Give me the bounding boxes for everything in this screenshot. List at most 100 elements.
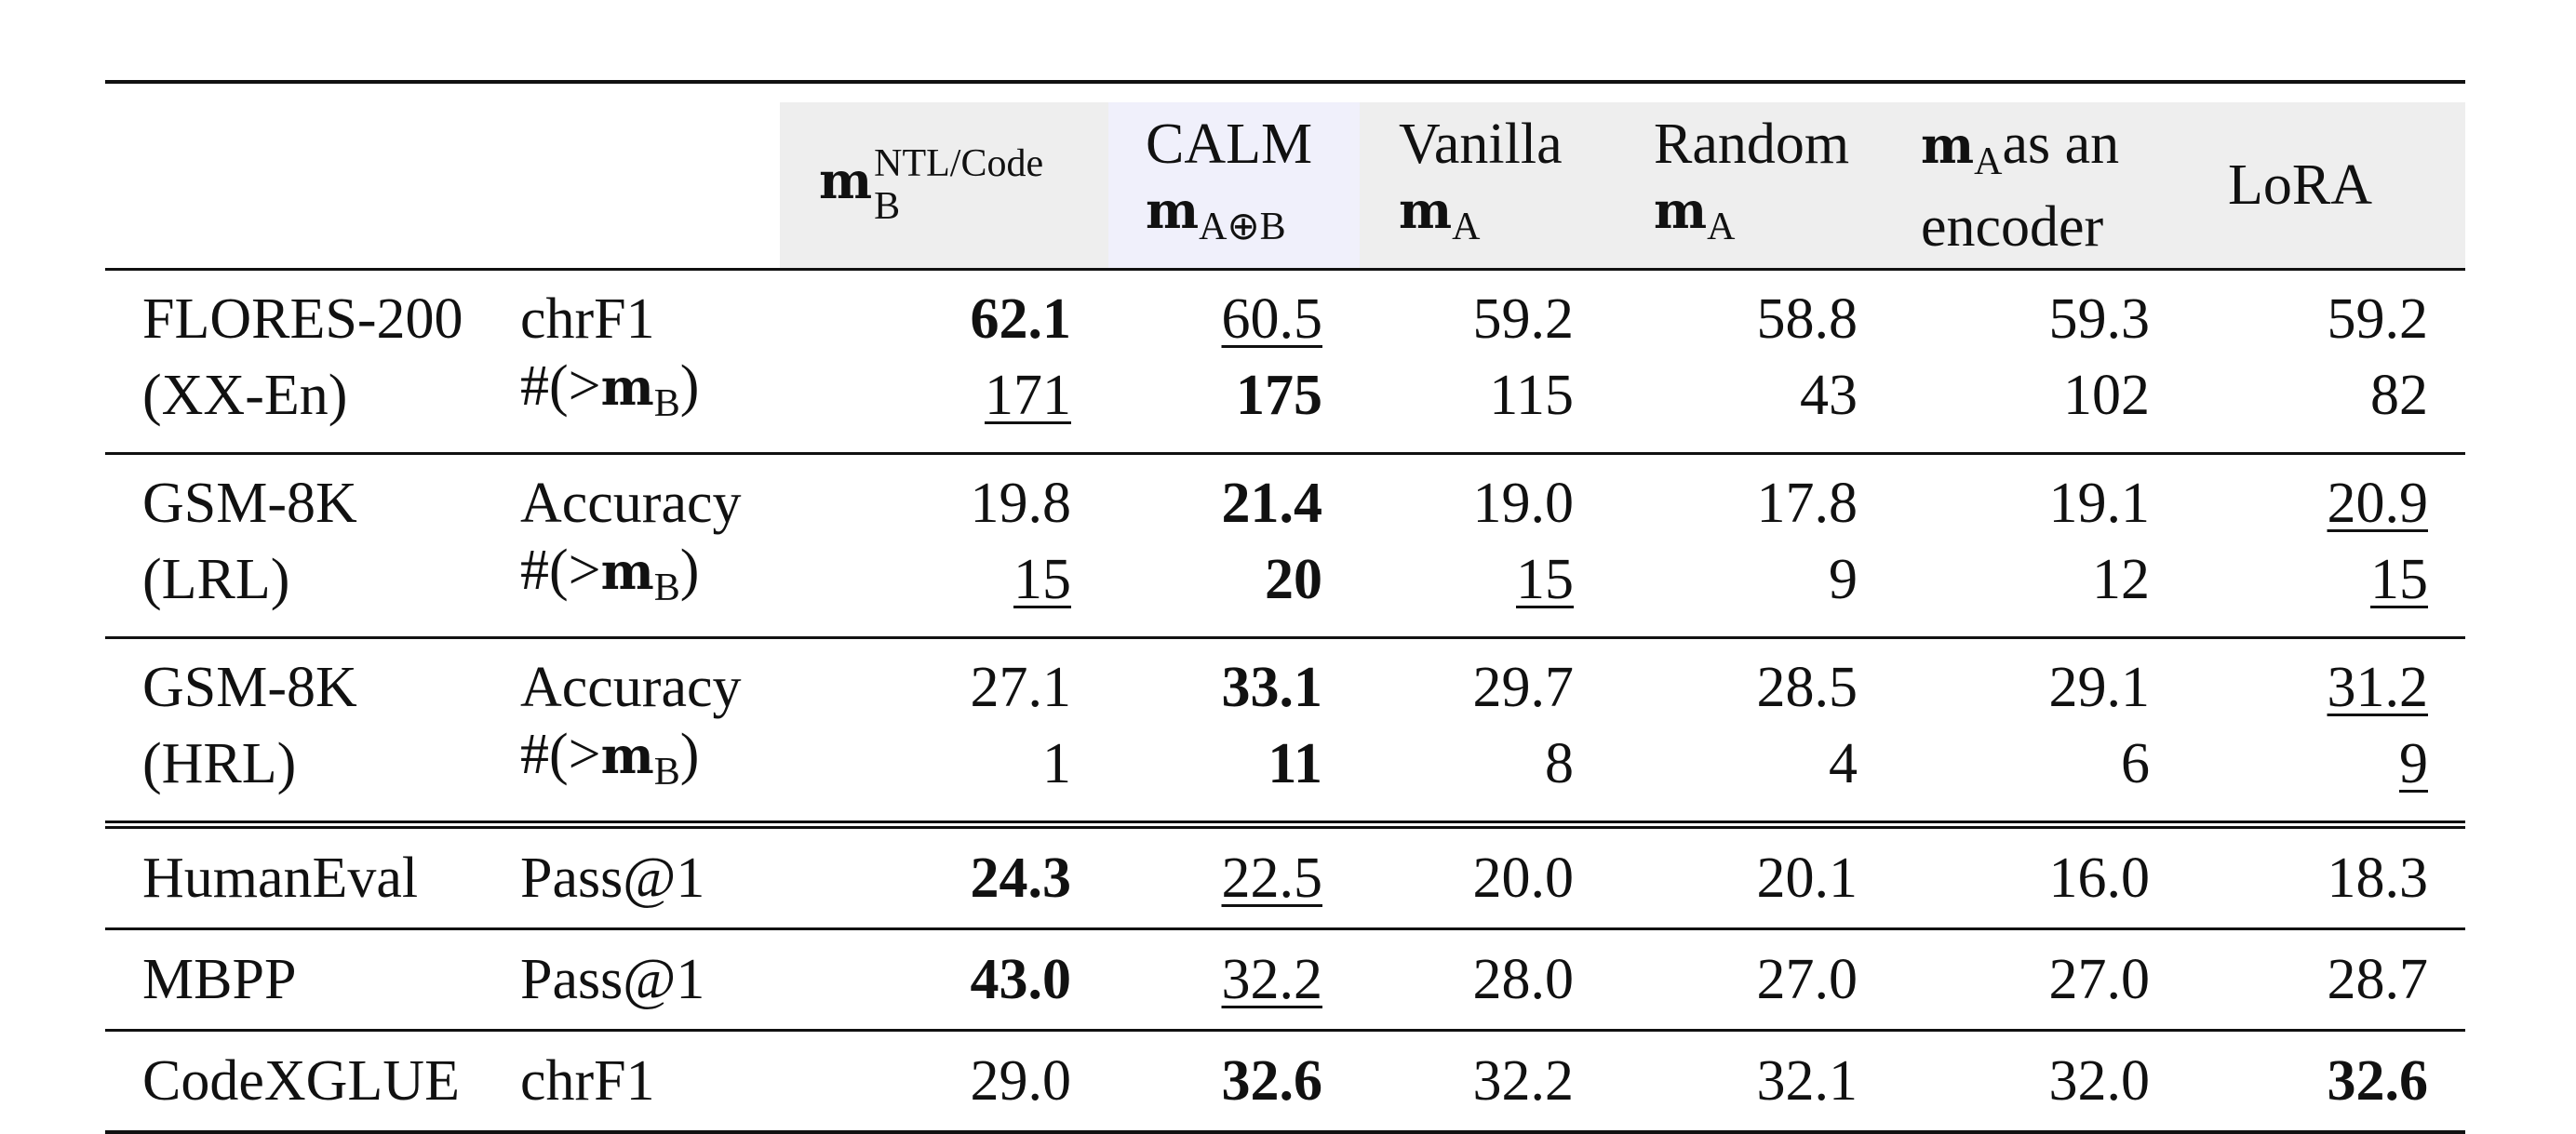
value-encoder: 59.3 <box>2048 287 2151 351</box>
metric-name: Pass@1 <box>520 847 705 910</box>
header-top-gap <box>105 82 2465 102</box>
metric-name: Pass@1 <box>520 948 705 1011</box>
value-calm: 60.5 <box>1221 287 1323 351</box>
task-name: CodeXGLUE <box>142 1049 460 1113</box>
value-encoder: 27.0 <box>2048 948 2151 1011</box>
header-row: m NTL/Code B CALM mA⊕B Vanilla mA Random m… <box>105 102 2465 270</box>
value-calm: 33.1 <box>1221 656 1323 719</box>
value-random: 4 <box>1829 731 1858 795</box>
value-encoder: 29.1 <box>2048 656 2151 719</box>
table-row: (XX-En) #(>mB) 171 175 115 43 102 82 <box>105 353 2465 454</box>
task-name: GSM-8K <box>142 656 357 719</box>
value-lora: 59.2 <box>2327 287 2429 351</box>
value-encoder: 16.0 <box>2048 847 2151 910</box>
metric-name: Accuracy <box>520 472 742 535</box>
header-random-sub: A <box>1707 205 1736 248</box>
metric-name: chrF1 <box>520 1049 655 1113</box>
header-vanilla-label: Vanilla <box>1399 112 1563 176</box>
metric-count-mb: #(>mB) <box>520 354 700 425</box>
task-subname: (LRL) <box>142 547 290 611</box>
task-name: MBPP <box>142 948 297 1011</box>
header-vanilla-sub: A <box>1452 205 1481 248</box>
value-encoder: 19.1 <box>2048 472 2151 535</box>
value-vanilla: 29.7 <box>1472 656 1575 719</box>
header-lora: LoRA <box>2187 102 2465 270</box>
task-subname: (HRL) <box>142 731 297 795</box>
header-random-m: m <box>1654 180 1708 240</box>
task-name: HumanEval <box>142 847 419 910</box>
table-row: HumanEval Pass@1 24.3 22.5 20.0 20.1 16.… <box>105 824 2465 929</box>
value-mb: 29.0 <box>970 1049 1072 1113</box>
header-metric-blank <box>520 102 780 270</box>
table-row: GSM-8K Accuracy 19.8 21.4 19.0 17.8 19.1… <box>105 453 2465 538</box>
table-row: FLORES-200 chrF1 62.1 60.5 59.2 58.8 59.… <box>105 269 2465 354</box>
value-random: 20.1 <box>1756 847 1858 910</box>
results-table: m NTL/Code B CALM mA⊕B Vanilla mA Random m… <box>105 80 2465 1134</box>
task-name: FLORES-200 <box>142 287 463 351</box>
table-row: GSM-8K Accuracy 27.1 33.1 29.7 28.5 29.1… <box>105 637 2465 722</box>
value-mb: 15 <box>1013 547 1071 611</box>
value-lora: 32.6 <box>2327 1049 2429 1113</box>
value-lora: 18.3 <box>2327 847 2429 910</box>
metric-count-mb: #(>mB) <box>520 723 700 794</box>
header-calm-label: CALM <box>1146 112 1313 176</box>
metric-name: Accuracy <box>520 656 742 719</box>
value-random: 27.0 <box>1756 948 1858 1011</box>
value-calm: 175 <box>1236 363 1322 427</box>
metric-count-mb: #(>mB) <box>520 539 700 609</box>
value-vanilla: 32.2 <box>1472 1049 1575 1113</box>
header-vanilla: Vanilla mA <box>1360 102 1611 270</box>
value-mb: 27.1 <box>970 656 1072 719</box>
table-row: (LRL) #(>mB) 15 20 15 9 12 15 <box>105 537 2465 638</box>
table-row: (HRL) #(>mB) 1 11 8 4 6 9 <box>105 721 2465 825</box>
value-calm: 32.6 <box>1221 1049 1323 1113</box>
value-mb: 62.1 <box>970 287 1072 351</box>
header-calm: CALM mA⊕B <box>1108 102 1360 270</box>
value-lora: 31.2 <box>2327 656 2429 719</box>
value-random: 58.8 <box>1756 287 1858 351</box>
value-encoder: 102 <box>2063 363 2150 427</box>
header-encoder-m: m <box>1921 114 1975 175</box>
header-vanilla-m: m <box>1399 180 1453 240</box>
header-mb: m NTL/Code B <box>780 102 1108 270</box>
value-calm: 11 <box>1268 731 1322 795</box>
value-mb: 19.8 <box>970 472 1072 535</box>
header-calm-sub: A⊕B <box>1199 205 1286 248</box>
header-encoder: mAas an encoder <box>1895 102 2187 270</box>
value-lora: 9 <box>2399 731 2428 795</box>
value-vanilla: 28.0 <box>1472 948 1575 1011</box>
task-subname: (XX-En) <box>142 363 348 427</box>
value-lora: 15 <box>2370 547 2428 611</box>
value-encoder: 32.0 <box>2048 1049 2151 1113</box>
value-encoder: 12 <box>2092 547 2150 611</box>
value-lora: 20.9 <box>2327 472 2429 535</box>
value-encoder: 6 <box>2121 731 2150 795</box>
table-row: MBPP Pass@1 43.0 32.2 28.0 27.0 27.0 28.… <box>105 928 2465 1031</box>
value-vanilla: 115 <box>1489 363 1574 427</box>
header-encoder-sub: A <box>1974 140 2003 183</box>
value-vanilla: 59.2 <box>1472 287 1575 351</box>
value-vanilla: 20.0 <box>1472 847 1575 910</box>
header-calm-m: m <box>1146 180 1200 240</box>
value-mb: 171 <box>985 363 1071 427</box>
results-table-container: m NTL/Code B CALM mA⊕B Vanilla mA Random m… <box>105 80 2465 1134</box>
value-mb: 43.0 <box>970 948 1072 1011</box>
value-random: 9 <box>1829 547 1858 611</box>
value-vanilla: 15 <box>1516 547 1574 611</box>
table-row: CodeXGLUE chrF1 29.0 32.6 32.2 32.1 32.0… <box>105 1030 2465 1132</box>
value-random: 28.5 <box>1756 656 1858 719</box>
value-calm: 32.2 <box>1221 948 1323 1011</box>
task-name: GSM-8K <box>142 472 357 535</box>
header-mb-sup: NTL/Code <box>874 142 1044 185</box>
value-mb: 24.3 <box>970 847 1072 910</box>
header-mb-m: m <box>819 151 873 211</box>
metric-name: chrF1 <box>520 287 655 351</box>
value-mb: 1 <box>1042 731 1071 795</box>
header-encoder-rest: as an <box>2002 112 2120 176</box>
value-calm: 22.5 <box>1221 847 1323 910</box>
header-lora-label: LoRA <box>2228 153 2372 217</box>
value-lora: 82 <box>2370 363 2428 427</box>
value-lora: 28.7 <box>2327 948 2429 1011</box>
value-random: 43 <box>1800 363 1858 427</box>
header-random-label: Random <box>1654 112 1850 176</box>
